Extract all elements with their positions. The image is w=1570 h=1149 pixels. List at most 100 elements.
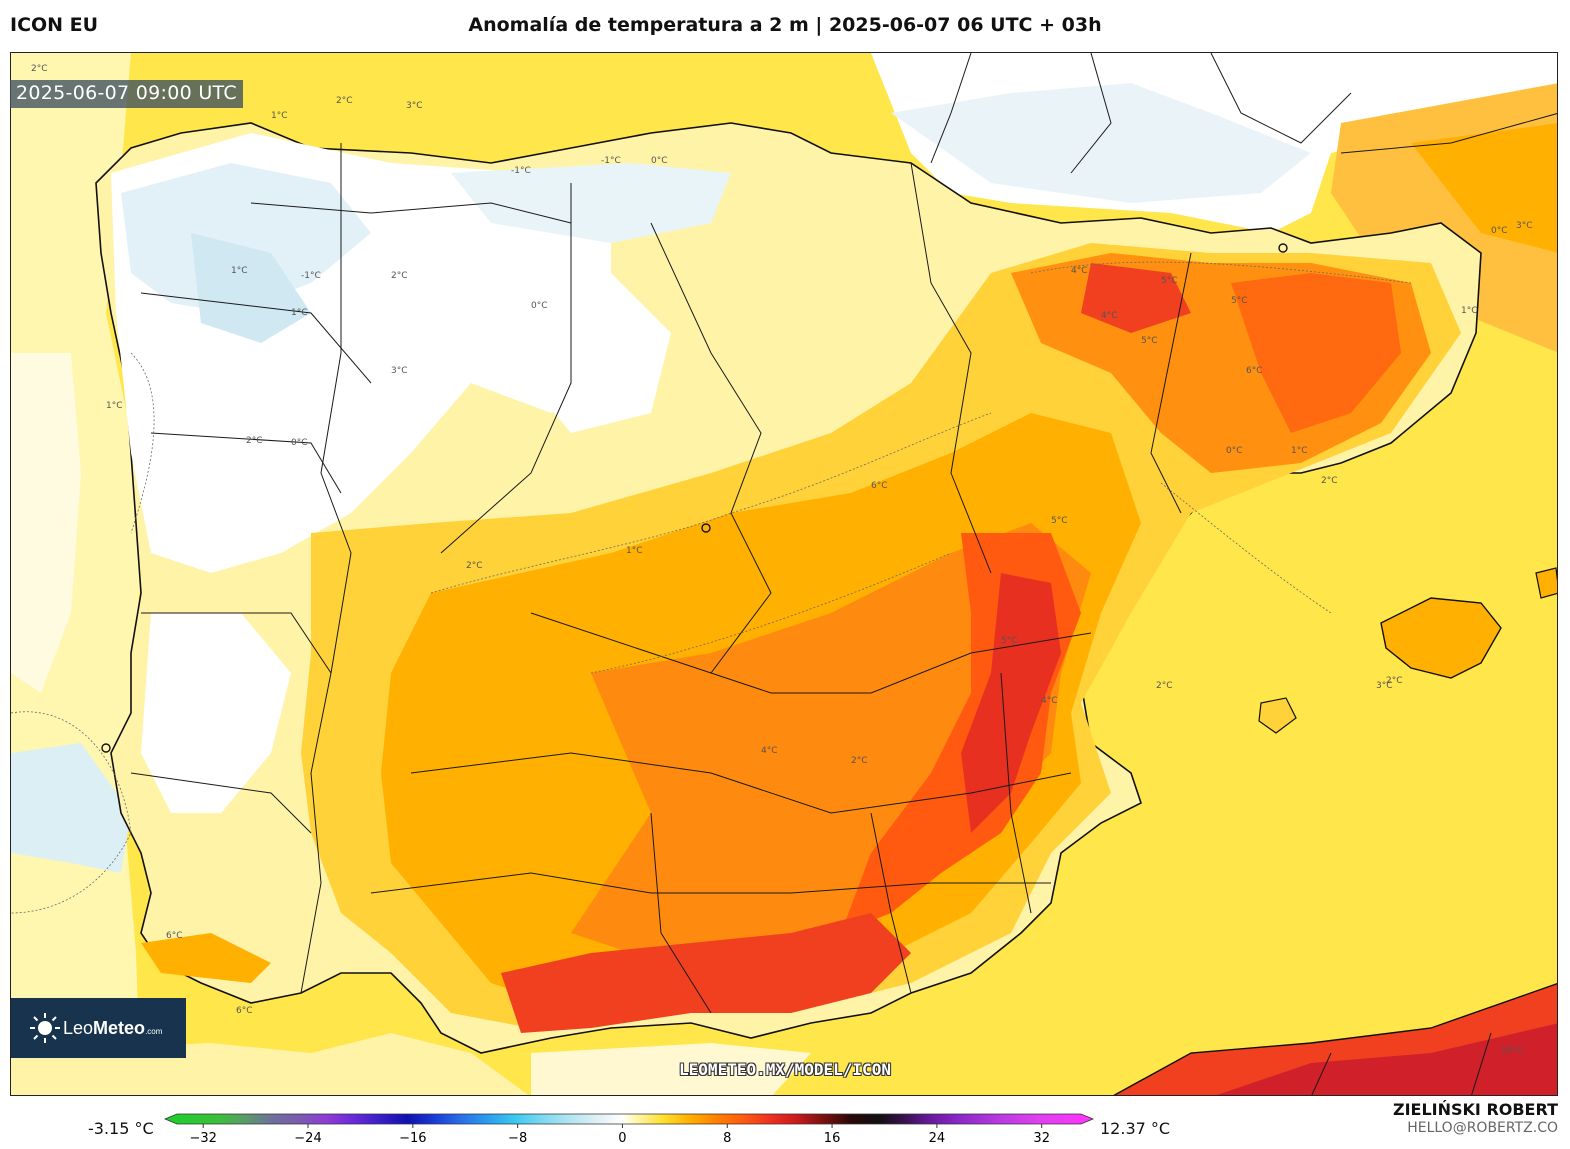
- border-east-1: [1000, 672, 1032, 914]
- contour-label: 5°C: [1161, 276, 1178, 286]
- colorbar-tick-label: 16: [824, 1131, 841, 1146]
- border-france-4: [1340, 113, 1557, 154]
- border-france-3: [1210, 53, 1352, 144]
- border-castilla-2: [650, 222, 772, 674]
- atlantic-white-zone: [11, 353, 81, 693]
- logo-text: LeoMeteo.com: [63, 1018, 162, 1039]
- contour-label: 3°C: [406, 101, 423, 111]
- author-email: HELLO@ROBERTZ.CO: [1407, 1120, 1558, 1136]
- contour-label: 1°C: [1291, 446, 1308, 456]
- chart-title: Anomalía de temperatura a 2 m | 2025-06-…: [468, 14, 1102, 36]
- contour-label: 1°C: [291, 308, 308, 318]
- contour-label: 2°C: [391, 271, 408, 281]
- border-portugal-1: [150, 432, 342, 494]
- north-africa-hot-core: [1216, 1023, 1557, 1095]
- colorbar-tick-label: 0: [618, 1131, 626, 1146]
- border-south-2: [650, 812, 712, 1014]
- contour-line: [130, 352, 155, 534]
- contour-line: [1030, 261, 1412, 284]
- border-africa-2: [1471, 1032, 1492, 1095]
- dark-orange-anomaly-zone: [571, 523, 1091, 953]
- border-portugal-2: [141, 612, 332, 674]
- border-castilla-1: [440, 183, 572, 554]
- madrid-marker: [701, 523, 711, 533]
- contour-label: 4°C: [1071, 266, 1088, 276]
- contour-label: 5°C: [1001, 636, 1018, 646]
- logo-suffix: .com: [145, 1026, 163, 1036]
- contour-label: 6°C: [871, 481, 888, 491]
- contour-lines: [11, 261, 1412, 914]
- colorbar-tick-label: 24: [929, 1131, 946, 1146]
- border-north-1: [250, 202, 572, 224]
- border-mid-2: [410, 752, 1072, 814]
- colorbar-min-label: -3.15 °C: [88, 1119, 154, 1138]
- contour-label: -1°C: [301, 271, 321, 281]
- border-france-1: [930, 53, 972, 164]
- colorbar-tick-label: −8: [508, 1131, 527, 1146]
- france-blue-zone: [891, 83, 1311, 203]
- border-catalonia: [1150, 252, 1192, 514]
- contour-label: 3°C: [1516, 221, 1533, 231]
- border-africa-1: [1311, 1052, 1332, 1095]
- barcelona-marker: [1278, 243, 1288, 253]
- contour-label: 1°C: [626, 546, 643, 556]
- contour-line: [1160, 482, 1332, 614]
- contour-line: [430, 412, 992, 594]
- france-southeast-orange: [1411, 123, 1557, 253]
- contour-label: 2°C: [336, 96, 353, 106]
- colorbar-tick-label: 8: [723, 1131, 731, 1146]
- author-name: ZIELIŃSKI ROBERT: [1392, 1100, 1558, 1119]
- contour-label: 2°C: [246, 436, 263, 446]
- border-galicia: [140, 292, 372, 384]
- alboran-pale: [531, 1043, 811, 1095]
- source-url-watermark: LEOMETEO.MX/MODEL/ICON: [679, 1060, 891, 1079]
- galicia-blue-patch: [191, 233, 311, 343]
- contour-label: 3°C: [1376, 681, 1393, 691]
- contour-label: 5°C: [1051, 516, 1068, 526]
- contour-label: 1°C: [1461, 306, 1478, 316]
- border-aragon: [910, 162, 992, 574]
- colorbar-max-label: 12.37 °C: [1100, 1119, 1171, 1138]
- contour-label: 2°C: [1386, 676, 1403, 686]
- border-france-2: [1070, 53, 1112, 174]
- lisbon-marker: [101, 743, 111, 753]
- author-credit: ZIELIŃSKI ROBERT HELLO@ROBERTZ.CO: [1393, 1100, 1558, 1136]
- contour-label: 5°C: [1141, 336, 1158, 346]
- border-south-1: [370, 872, 1051, 894]
- contour-label: 2°C: [1321, 476, 1338, 486]
- model-label: ICON EU: [10, 14, 99, 36]
- contour-label: 0°C: [531, 301, 548, 311]
- algarve-warm: [141, 933, 271, 983]
- border-mid-1: [530, 612, 1092, 694]
- map-panel: 2°C 2°C 3°C 1°C -1°C -1°C 0°C 1°C -1°C 1°C 2°C 0°C 1…: [10, 52, 1558, 1096]
- andalucia-hot-core: [501, 913, 911, 1033]
- castilla-neutral-zone: [511, 273, 671, 433]
- galicia-cool-zone: [121, 163, 371, 313]
- contour-label: 0°C: [291, 438, 308, 448]
- contour-label: 2°C: [1156, 681, 1173, 691]
- portugal-neutral-zone: [141, 613, 291, 813]
- ebro-hot-spot: [1081, 263, 1191, 333]
- contour-label: -1°C: [511, 166, 531, 176]
- atlantic-blue-patch: [11, 743, 131, 873]
- leometeo-logo[interactable]: LeoMeteo.com: [11, 998, 186, 1058]
- ibiza-island: [1258, 697, 1297, 734]
- contour-label: 3°C: [391, 366, 408, 376]
- colorbar-tick-label: −16: [399, 1131, 426, 1146]
- logo-brand-bold: Meteo: [93, 1017, 146, 1038]
- contour-label: 2°C: [851, 756, 868, 766]
- contour-label: 5°C: [1231, 296, 1248, 306]
- colorbar-tick-label: −24: [294, 1131, 321, 1146]
- contour-labels: 2°C2°C 3°C1°C-1°C-1°C 0°C1°C -1°C1°C2°C0°C1…: [31, 64, 1533, 1056]
- contour-label: 4°C: [1101, 311, 1118, 321]
- contour-label: 1°C: [271, 111, 288, 121]
- sun-icon: [30, 1013, 60, 1043]
- contour-label: 0°C: [1491, 226, 1508, 236]
- region-borders: [130, 53, 1557, 1095]
- contour-line: [590, 552, 952, 674]
- colorbar-tick-label: −32: [189, 1131, 216, 1146]
- contour-label: 2°C: [31, 64, 48, 74]
- catalonia-hot-core: [1231, 273, 1401, 433]
- contour-line: [11, 711, 132, 914]
- border-portugal-3: [130, 772, 312, 834]
